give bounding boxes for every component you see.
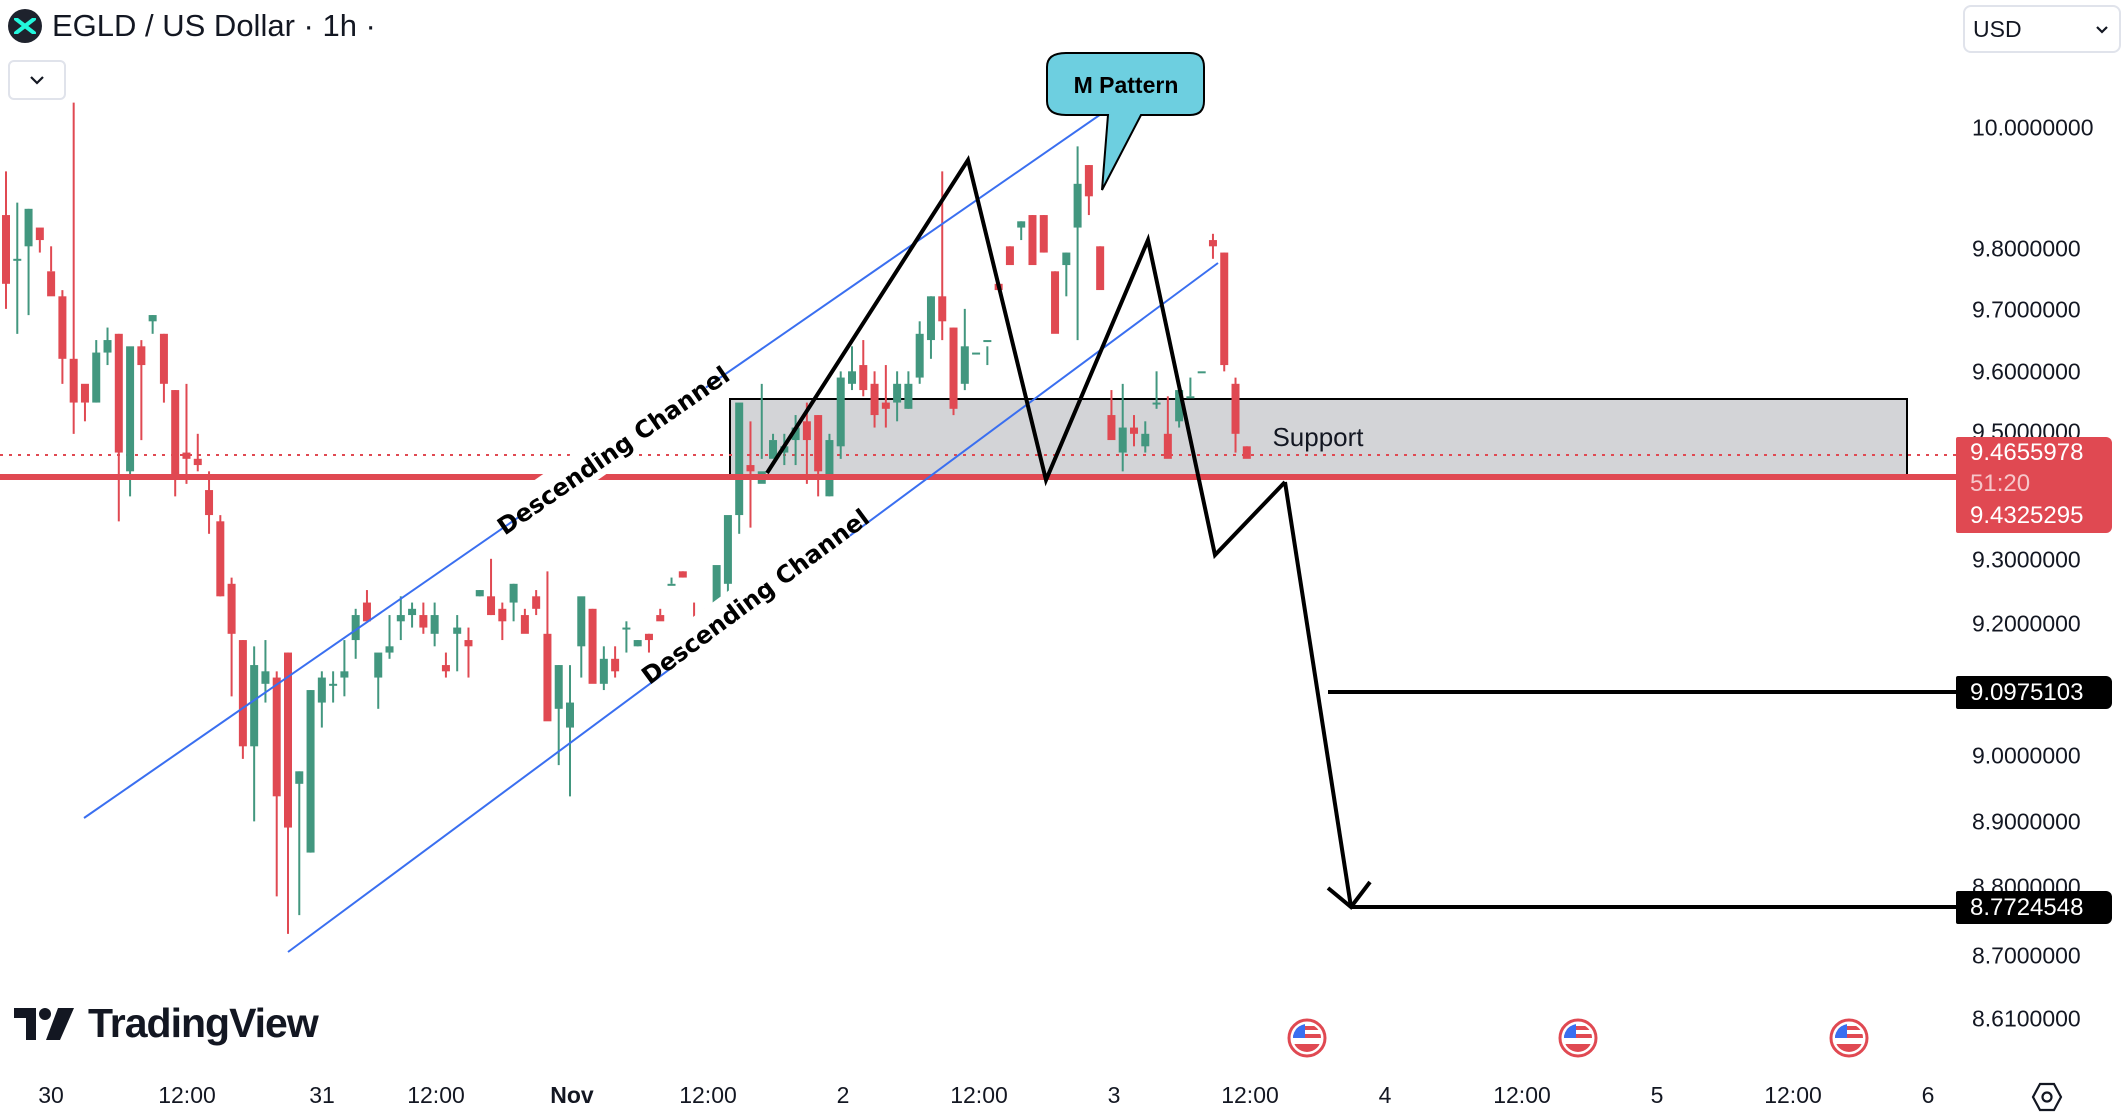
price-tick-label: 9.3000000 [1972, 546, 2081, 573]
time-tick-label: 4 [1378, 1082, 1392, 1108]
m-pattern-callout[interactable]: M Pattern [1046, 52, 1205, 191]
candlesticks [2, 102, 1251, 934]
time-tick-label: 30 [38, 1082, 64, 1108]
currency-value: USD [1973, 15, 2022, 42]
svg-text:Descending Channel: Descending Channel [636, 504, 874, 690]
support-label: Support [1272, 422, 1364, 452]
time-tick-label: 12:00 [158, 1082, 216, 1108]
m-pattern-path[interactable] [765, 154, 1287, 560]
time-tick-label: 12:00 [1221, 1082, 1279, 1108]
price-tick-label: 8.6100000 [1972, 1005, 2081, 1032]
price-tick-label: 8.9000000 [1972, 808, 2081, 835]
channel-label-upper: Descending Channel [492, 361, 735, 541]
time-tick-label: Nov [550, 1082, 594, 1108]
us-flag-icon[interactable] [1558, 1018, 1598, 1058]
time-tick-label: 12:00 [1493, 1082, 1551, 1108]
time-tick-label: 5 [1650, 1082, 1664, 1108]
current-price-tag: 9.4655978 51:20 9.4325295 [1956, 437, 2112, 533]
callout-text: M Pattern [1074, 72, 1179, 98]
tradingview-branding[interactable]: TradingView [14, 1000, 319, 1047]
price-tick-label: 9.6000000 [1972, 358, 2081, 385]
time-tick-label: 3 [1107, 1082, 1121, 1108]
multiversx-x-icon [8, 9, 42, 43]
settings-hexagon-icon[interactable] [2030, 1080, 2064, 1114]
time-tick-label: 12:00 [950, 1082, 1008, 1108]
target-2-tag: 8.7724548 [1956, 891, 2112, 924]
bar-countdown: 51:20 [1970, 470, 2031, 497]
projection-arrow[interactable] [1283, 481, 1353, 908]
time-tick-label: 2 [836, 1082, 850, 1108]
time-tick-label: 12:00 [679, 1082, 737, 1108]
chart-header: EGLD / US Dollar · 1h · [8, 8, 376, 44]
target-1-tag: 9.0975103 [1956, 676, 2112, 709]
us-flag-icon[interactable] [1829, 1018, 1869, 1058]
current-price: 9.4655978 [1970, 439, 2084, 466]
time-tick-label: 6 [1921, 1082, 1935, 1108]
currency-select[interactable]: USD [1963, 5, 2121, 53]
support-price: 9.4325295 [1970, 502, 2084, 529]
price-tick-label: 9.2000000 [1972, 610, 2081, 637]
support-zone[interactable] [729, 398, 1908, 477]
price-tick-label: 10.0000000 [1972, 114, 2094, 141]
time-tick-label: 31 [309, 1082, 335, 1108]
collapse-legend-button[interactable] [8, 60, 66, 100]
time-tick-label: 12:00 [407, 1082, 465, 1108]
price-tick-label: 8.7000000 [1972, 942, 2081, 969]
us-flag-icon[interactable] [1287, 1018, 1327, 1058]
price-tick-label: 9.8000000 [1972, 235, 2081, 262]
branding-text: TradingView [88, 1000, 319, 1046]
channel-label-lower: Descending Channel [636, 504, 874, 690]
chevron-down-icon [2096, 25, 2108, 34]
price-tick-label: 9.7000000 [1972, 296, 2081, 323]
time-tick-label: 12:00 [1764, 1082, 1822, 1108]
symbol-title[interactable]: EGLD / US Dollar · 1h · [52, 8, 376, 43]
svg-text:Descending Channel: Descending Channel [492, 361, 735, 541]
tradingview-logo-icon [14, 1007, 74, 1040]
chevron-down-icon [30, 76, 44, 85]
price-tick-label: 9.0000000 [1972, 742, 2081, 769]
